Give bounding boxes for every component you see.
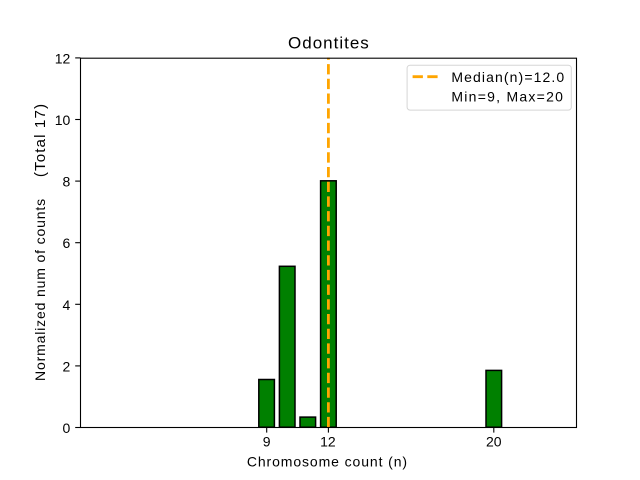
svg-text:12: 12	[320, 433, 336, 449]
svg-text:4: 4	[63, 297, 71, 313]
svg-text:Chromosome count (n): Chromosome count (n)	[247, 453, 408, 469]
svg-text:0: 0	[63, 420, 71, 436]
svg-text:Median(n)=12.0: Median(n)=12.0	[451, 69, 565, 85]
svg-text:8: 8	[63, 174, 71, 190]
svg-text:6: 6	[63, 235, 71, 251]
svg-text:Min=9, Max=20: Min=9, Max=20	[451, 89, 564, 105]
svg-text:9: 9	[263, 433, 271, 449]
svg-text:20: 20	[486, 433, 502, 449]
svg-text:12: 12	[55, 50, 71, 66]
svg-text:(Total 17): (Total 17)	[32, 103, 49, 177]
svg-text:2: 2	[63, 358, 71, 374]
svg-text:10: 10	[55, 112, 71, 128]
svg-text:Odontites: Odontites	[288, 34, 370, 53]
svg-text:Normalized num of counts: Normalized num of counts	[32, 198, 48, 381]
